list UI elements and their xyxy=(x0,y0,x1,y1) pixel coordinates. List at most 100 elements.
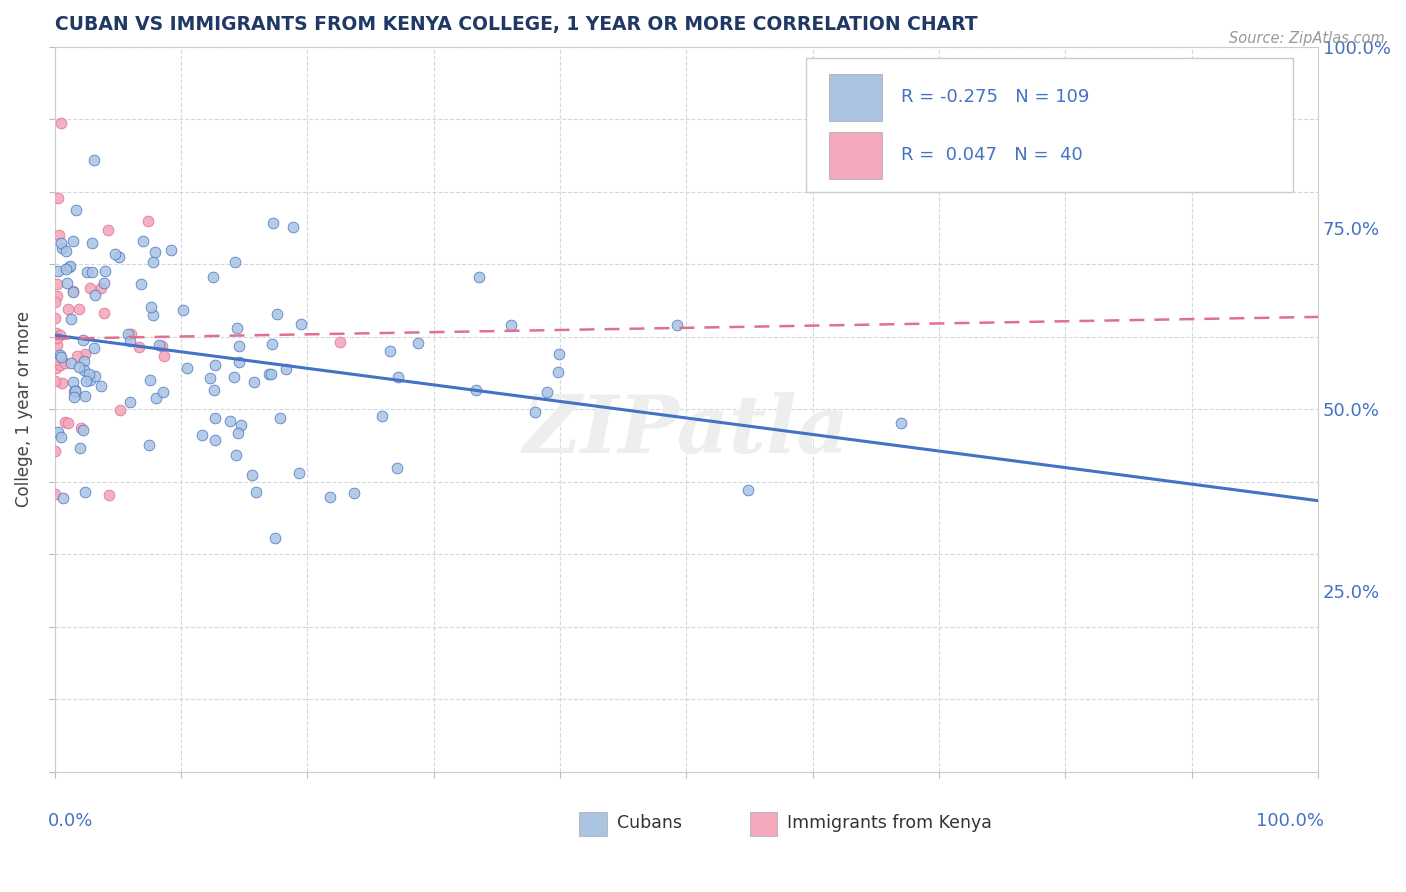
Point xyxy=(148,337,170,351)
Point xyxy=(240,468,263,483)
Point xyxy=(83,153,105,167)
Point xyxy=(83,341,105,355)
Point xyxy=(63,390,86,404)
Point xyxy=(44,352,66,367)
Text: Cubans: Cubans xyxy=(617,814,682,832)
Point xyxy=(262,216,284,230)
Point xyxy=(191,427,214,442)
Point xyxy=(44,311,66,326)
Point xyxy=(139,301,162,315)
Point xyxy=(72,354,94,368)
Point xyxy=(202,383,225,397)
Point xyxy=(45,360,67,375)
Point xyxy=(329,335,352,350)
Point xyxy=(224,255,246,269)
Point xyxy=(204,359,226,373)
Point xyxy=(77,368,100,382)
Point xyxy=(138,373,160,387)
Point xyxy=(501,318,523,332)
Point xyxy=(67,301,90,316)
Point xyxy=(228,355,250,369)
Point xyxy=(49,350,72,364)
Point xyxy=(51,430,73,444)
Point xyxy=(226,321,249,335)
Point xyxy=(79,281,101,295)
Y-axis label: College, 1 year or more: College, 1 year or more xyxy=(15,311,32,508)
Point xyxy=(94,264,117,278)
Point xyxy=(262,337,284,351)
Point xyxy=(290,317,312,331)
Point xyxy=(73,363,96,377)
Point xyxy=(204,411,226,425)
Point xyxy=(228,339,250,353)
Point xyxy=(117,327,139,342)
Point xyxy=(67,359,90,374)
Point xyxy=(49,358,72,372)
Point xyxy=(46,191,69,205)
Point xyxy=(142,308,165,322)
Point xyxy=(523,405,546,419)
Point xyxy=(108,403,131,417)
Point xyxy=(204,434,226,448)
Point xyxy=(138,214,160,228)
FancyBboxPatch shape xyxy=(579,812,607,836)
Point xyxy=(84,288,107,302)
Point xyxy=(231,417,253,432)
Point xyxy=(60,311,83,326)
Point xyxy=(55,262,77,277)
Point xyxy=(79,373,101,387)
Point xyxy=(48,348,70,362)
Point xyxy=(228,425,250,440)
Text: Source: ZipAtlas.com: Source: ZipAtlas.com xyxy=(1229,31,1385,46)
Point xyxy=(62,285,84,299)
Point xyxy=(378,343,401,358)
Point xyxy=(48,228,70,243)
Point xyxy=(245,484,267,499)
Point xyxy=(55,244,77,259)
Point xyxy=(56,416,79,430)
Point xyxy=(53,416,76,430)
Point xyxy=(56,302,79,317)
Point xyxy=(468,269,491,284)
FancyBboxPatch shape xyxy=(749,812,778,836)
Point xyxy=(90,378,112,392)
Point xyxy=(152,384,174,399)
Point xyxy=(548,347,571,361)
Point xyxy=(46,289,69,303)
Point xyxy=(49,116,72,130)
Point xyxy=(98,488,121,502)
Point xyxy=(665,318,688,332)
Point xyxy=(281,220,304,235)
Point xyxy=(138,438,160,452)
Text: 0.0%: 0.0% xyxy=(48,812,94,830)
Point xyxy=(63,384,86,399)
Point xyxy=(44,295,66,310)
Point xyxy=(93,306,115,320)
Text: ZIPatla: ZIPatla xyxy=(523,392,849,470)
Point xyxy=(97,222,120,236)
Text: R = -0.275   N = 109: R = -0.275 N = 109 xyxy=(901,88,1090,106)
Point xyxy=(51,376,73,390)
Point xyxy=(343,485,366,500)
Point xyxy=(72,423,94,437)
Point xyxy=(69,441,91,455)
Point xyxy=(274,361,297,376)
Point xyxy=(59,259,82,273)
Point xyxy=(45,331,67,345)
Point xyxy=(72,333,94,347)
Point xyxy=(128,340,150,354)
Point xyxy=(132,235,155,249)
Point xyxy=(80,235,103,250)
Point xyxy=(153,350,176,364)
Point xyxy=(58,260,80,274)
Point xyxy=(176,360,198,375)
Point xyxy=(145,391,167,405)
Point xyxy=(387,369,409,384)
Point xyxy=(142,254,165,268)
FancyBboxPatch shape xyxy=(830,74,882,121)
Point xyxy=(224,370,246,384)
Point xyxy=(536,385,558,400)
Point xyxy=(84,369,107,384)
Point xyxy=(120,326,142,341)
Text: 100.0%: 100.0% xyxy=(1257,812,1324,830)
